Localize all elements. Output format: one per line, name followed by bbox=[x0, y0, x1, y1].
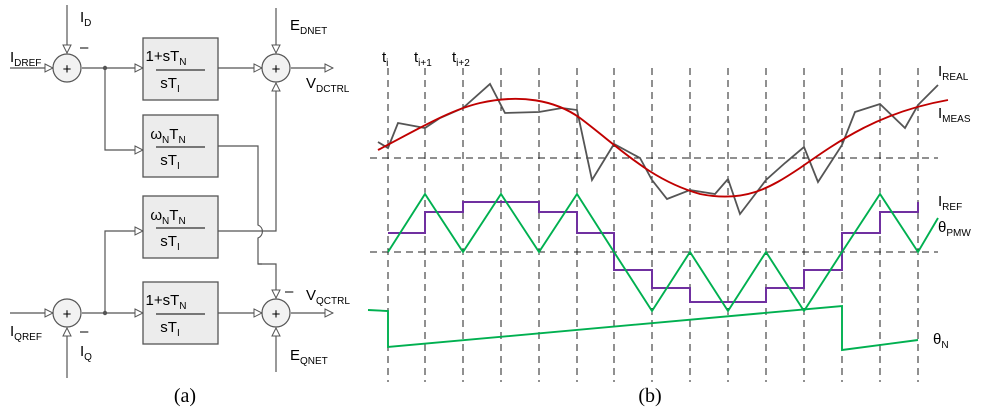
iref-trace bbox=[388, 201, 919, 303]
label-time-i: ti bbox=[382, 49, 388, 69]
label-thetan: θN bbox=[933, 331, 949, 351]
label-idref: IDREF bbox=[10, 49, 41, 69]
pi-block-q: 1+sTN sTI bbox=[142, 281, 219, 345]
svg-text:sTI: sTI bbox=[160, 233, 179, 253]
pi-block-d: 1+sTN sTI bbox=[142, 37, 219, 101]
thetapmw-trace bbox=[387, 192, 939, 313]
svg-text:ωNTN: ωNTN bbox=[150, 126, 185, 146]
svg-text:ωNTN: ωNTN bbox=[150, 207, 185, 227]
svg-text:1+sTN: 1+sTN bbox=[146, 48, 187, 68]
label-ednet: EDNET bbox=[290, 17, 327, 37]
svg-text:–: – bbox=[80, 323, 89, 340]
svg-text:–: – bbox=[80, 39, 89, 56]
imeas-trace bbox=[377, 97, 949, 198]
control-block-diagram: + – + + – + – 1+sTN sTI ωNTN sTI bbox=[10, 5, 350, 407]
svg-text:+: + bbox=[63, 306, 72, 323]
label-time-i-plus-1: ti+1 bbox=[414, 49, 432, 69]
cross-coupling-block-upper: ωNTN sTI bbox=[142, 114, 219, 178]
timing-waveforms: ti ti+1 ti+2 IREAL IMEAS IREF θPMW θN (b… bbox=[367, 49, 971, 407]
svg-text:sTI: sTI bbox=[160, 319, 179, 339]
label-vdctrl: VDCTRL bbox=[306, 75, 350, 95]
label-thetapmw: θPMW bbox=[938, 219, 971, 239]
sum-junction-q-output: + – bbox=[261, 283, 294, 328]
label-iref: IREF bbox=[938, 193, 962, 213]
svg-text:+: + bbox=[63, 61, 72, 78]
label-vqctrl: VQCTRL bbox=[306, 287, 350, 307]
label-iq: IQ bbox=[80, 343, 92, 363]
signal-wires bbox=[10, 5, 333, 378]
svg-text:+: + bbox=[272, 61, 281, 78]
sum-junction-q-error: + – bbox=[52, 298, 89, 340]
caption-a: (a) bbox=[174, 385, 196, 407]
svg-text:sTI: sTI bbox=[160, 152, 179, 172]
label-iqref: IQREF bbox=[10, 323, 42, 343]
label-eqnet: EQNET bbox=[290, 347, 328, 367]
thetan-trace bbox=[367, 304, 919, 352]
sum-junction-d-error: + – bbox=[52, 39, 89, 83]
svg-text:1+sTN: 1+sTN bbox=[146, 292, 187, 312]
svg-text:–: – bbox=[285, 283, 294, 300]
svg-text:+: + bbox=[272, 306, 281, 323]
label-ireal: IREAL bbox=[938, 63, 969, 83]
label-imeas: IMEAS bbox=[938, 105, 971, 125]
sample-time-gridlines bbox=[370, 68, 938, 382]
cross-coupling-block-lower: ωNTN sTI bbox=[142, 195, 219, 259]
ireal-trace bbox=[377, 82, 939, 216]
label-time-i-plus-2: ti+2 bbox=[452, 49, 470, 69]
caption-b: (b) bbox=[638, 385, 661, 407]
svg-text:sTI: sTI bbox=[160, 75, 179, 95]
sum-junction-d-output: + bbox=[261, 53, 291, 83]
label-id: ID bbox=[80, 9, 91, 29]
